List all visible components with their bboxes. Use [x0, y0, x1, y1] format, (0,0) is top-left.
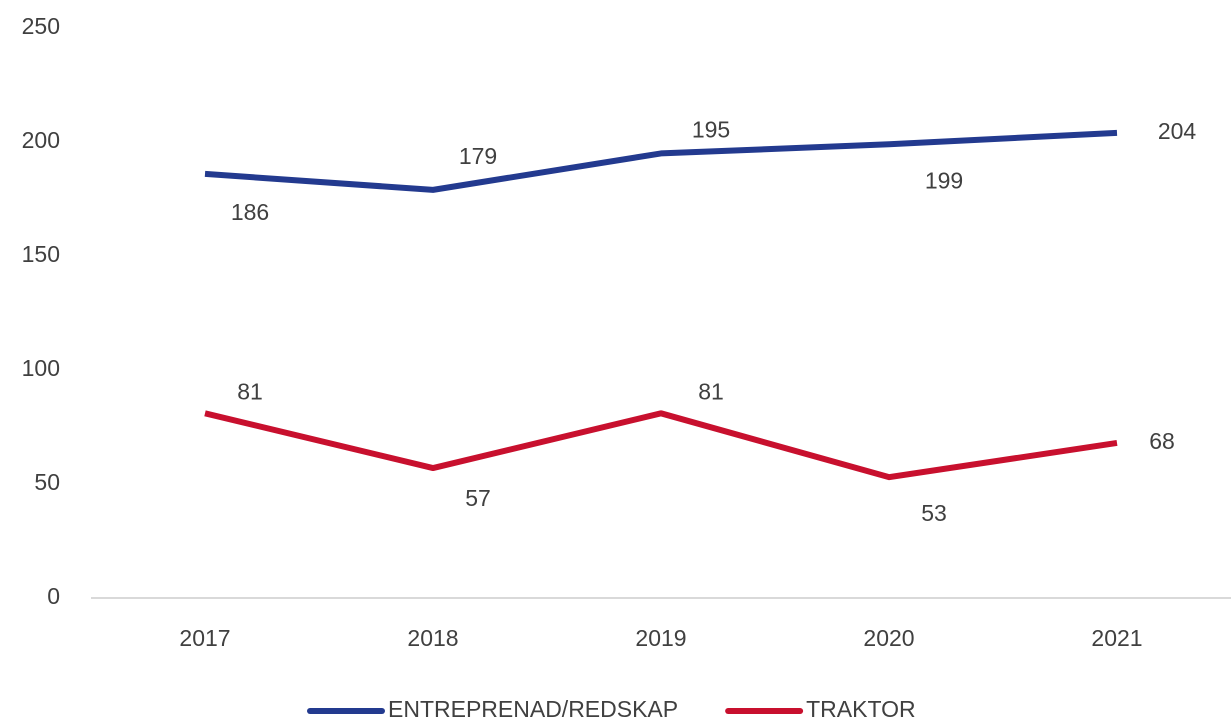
data-label: 199 [925, 167, 963, 193]
x-tick-label: 2017 [179, 625, 230, 651]
data-label: 81 [698, 378, 724, 404]
y-tick-label: 100 [22, 355, 60, 381]
y-tick-label: 250 [22, 13, 60, 39]
series-line [204, 410, 1118, 481]
data-label: 68 [1149, 428, 1175, 454]
y-tick-label: 200 [22, 127, 60, 153]
data-label: 81 [237, 378, 263, 404]
x-tick-label: 2018 [407, 625, 458, 651]
data-label: 179 [459, 143, 497, 169]
data-label: 195 [692, 116, 730, 142]
series-line [204, 129, 1118, 193]
x-tick-label: 2019 [635, 625, 686, 651]
data-label: 53 [921, 500, 947, 526]
y-tick-label: 50 [34, 469, 60, 495]
y-tick-label: 150 [22, 241, 60, 267]
legend-label: ENTREPRENAD/REDSKAP [388, 696, 678, 722]
data-label: 57 [465, 485, 491, 511]
y-tick-label: 0 [47, 583, 60, 609]
x-tick-label: 2021 [1091, 625, 1142, 651]
data-label: 186 [231, 199, 269, 225]
data-label: 204 [1158, 118, 1197, 144]
x-tick-label: 2020 [863, 625, 914, 651]
legend-label: TRAKTOR [806, 696, 915, 722]
